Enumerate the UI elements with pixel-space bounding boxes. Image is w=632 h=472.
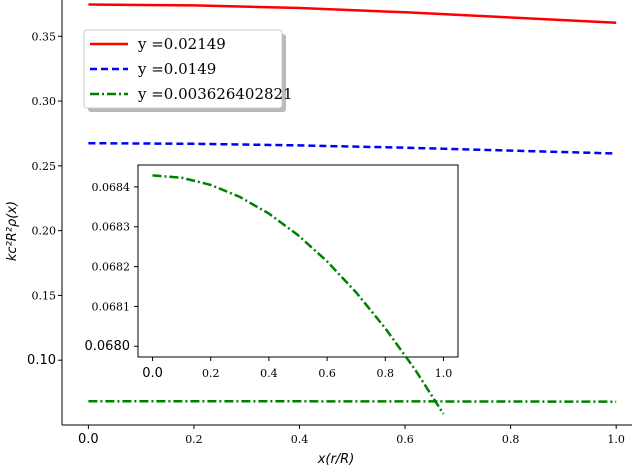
legend-label: y =0.02149: [137, 35, 226, 53]
main-plot: 0.0 0.2 0.4 0.6 0.8 1.0 0.10 0.15 0.20 0.25 0.30 0.…: [27, 0, 632, 447]
y-tick-label: 0.15: [32, 289, 57, 302]
x-tick-label: 0.6: [396, 433, 414, 446]
y-tick-label: 0.20: [32, 225, 57, 238]
inset-frame: [137, 164, 459, 358]
inset-y-tick-label: 0.0683: [92, 221, 131, 234]
series-line: [88, 141, 617, 155]
inset-x-tick-label: 0.8: [377, 367, 395, 380]
x-tick-label: 1.0: [607, 433, 625, 446]
legend: y =0.02149 y =0.0149 y =0.003626402821: [83, 29, 293, 112]
x-tick-label: 0.0: [78, 432, 99, 447]
inset-x-tick-label: 0.2: [202, 367, 220, 380]
inset-y-tick-label: 0.0684: [92, 181, 131, 194]
series-line: [88, 3, 617, 24]
inset-y-tick-label: 0.0681: [92, 300, 131, 313]
inset-plot: 0.0 0.2 0.4 0.6 0.8 1.0 0.0680 0.0681 0.0682 0.06…: [85, 164, 459, 415]
x-tick-label: 0.2: [185, 433, 203, 446]
y-tick-label: 0.35: [32, 30, 57, 43]
y-axis-label: kc²R²ρ(x): [5, 201, 20, 261]
series-line: [88, 399, 617, 403]
inset-x-tick-label: 1.0: [435, 367, 453, 380]
y-tick-label: 0.25: [32, 160, 57, 173]
x-tick-label: 0.4: [291, 433, 309, 446]
legend-box: [83, 29, 283, 109]
inset-series-line: [152, 174, 445, 415]
x-axis-label: x(r/R): [317, 452, 355, 467]
inset-x-tick-label: 0.0: [142, 366, 163, 381]
inset-y-tick-label: 0.0680: [85, 339, 131, 354]
legend-label: y =0.003626402821: [137, 85, 293, 103]
y-tick-label: 0.10: [27, 353, 56, 368]
inset-y-tick-label: 0.0682: [92, 261, 131, 274]
y-tick-label: 0.30: [32, 95, 57, 108]
x-tick-label: 0.8: [502, 433, 520, 446]
inset-x-tick-label: 0.6: [318, 367, 336, 380]
inset-x-tick-label: 0.4: [260, 367, 278, 380]
legend-label: y =0.0149: [137, 60, 216, 78]
